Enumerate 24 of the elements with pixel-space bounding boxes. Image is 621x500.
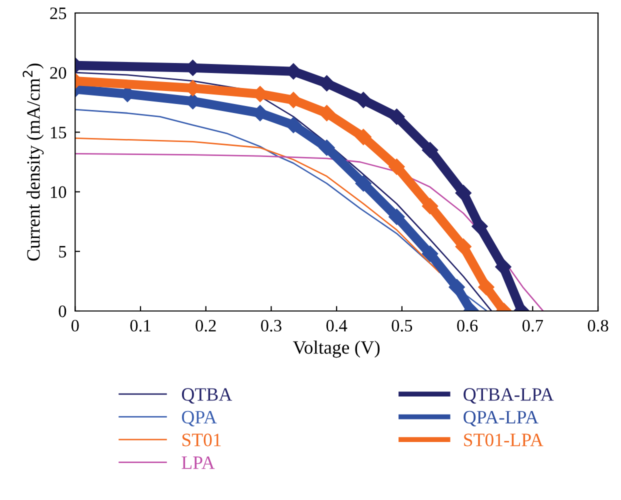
x-axis-title: Voltage (V) bbox=[292, 340, 380, 358]
y-tick-label: 10 bbox=[50, 186, 66, 198]
legend-label: ST01-LPA bbox=[464, 434, 544, 446]
x-tick-label: 0.8 bbox=[588, 320, 608, 332]
y-tick-label: 5 bbox=[59, 246, 66, 258]
y-tick-label: 15 bbox=[50, 126, 66, 138]
x-tick-label: 0.6 bbox=[457, 320, 478, 332]
y-tick-label: 0 bbox=[58, 305, 66, 318]
x-tick-label: 0.7 bbox=[522, 320, 544, 332]
y-axis-title: Current density (mA/cm$^{2}$) bbox=[22, 64, 44, 261]
x-tick-label: 0.4 bbox=[326, 320, 348, 332]
legend-label: ST01 bbox=[182, 434, 221, 446]
y-tick-label: 25 bbox=[50, 8, 66, 20]
y-tick-label: 20 bbox=[50, 67, 66, 79]
legend-label: QPA bbox=[182, 410, 217, 426]
x-tick-label: 0 bbox=[71, 320, 79, 332]
legend-label: QTBA bbox=[182, 388, 232, 404]
x-tick-label: 0.5 bbox=[392, 320, 412, 332]
x-tick-label: 0.1 bbox=[130, 320, 150, 332]
legend-label: LPA bbox=[182, 456, 215, 469]
legend-label: QPA-LPA bbox=[464, 410, 538, 426]
legend-label: QTBA-LPA bbox=[464, 388, 554, 404]
x-tick-label: 0.2 bbox=[196, 320, 216, 332]
x-tick-label: 0.3 bbox=[261, 320, 282, 332]
